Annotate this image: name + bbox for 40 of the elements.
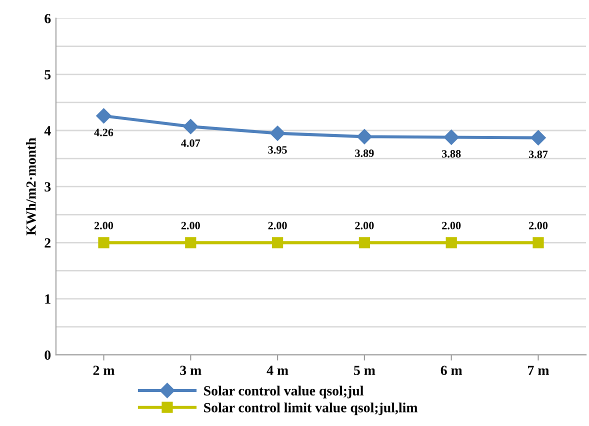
x-tick-label: 4 m — [266, 366, 288, 375]
point — [444, 130, 459, 145]
x-tick-label: 6 m — [440, 366, 462, 376]
data-label: 2.00 — [355, 222, 374, 230]
data-label: 2.00 — [94, 222, 114, 230]
legend-label: Solar control value qsol;jul — [204, 386, 364, 398]
point — [183, 119, 198, 134]
point — [185, 237, 196, 248]
y-tick-label: 5 — [44, 70, 51, 80]
x-tick-label: 5 m — [354, 366, 376, 376]
point — [530, 130, 546, 146]
point — [98, 237, 110, 248]
point — [532, 237, 544, 248]
y-axis-title: KWh/m2·month — [26, 138, 36, 236]
x-tick-label: 7 m — [528, 366, 550, 375]
x-tick-label: 3 m — [180, 366, 202, 376]
y-tick-label: 0 — [44, 350, 51, 360]
point — [358, 237, 370, 248]
y-tick-label: 2 — [44, 238, 50, 248]
y-tick-label: 6 — [44, 14, 51, 24]
point — [356, 129, 372, 144]
legend-label: Solar control limit value qsol;jul,lim — [204, 402, 418, 416]
data-label: 4.26 — [94, 128, 114, 136]
data-label: 3.88 — [442, 150, 461, 158]
x-tick-label: 2 m — [93, 366, 115, 375]
point — [270, 126, 286, 141]
y-tick-label: 1 — [45, 294, 50, 304]
data-label: 3.87 — [528, 150, 548, 158]
point — [446, 237, 457, 248]
data-label: 2.00 — [442, 222, 461, 230]
data-label: 2.00 — [181, 222, 200, 230]
data-label: 2.00 — [529, 222, 548, 230]
data-label: 3.95 — [268, 146, 287, 154]
point — [272, 237, 284, 248]
data-label: 3.89 — [355, 149, 374, 158]
data-label: 2.00 — [268, 222, 287, 230]
y-tick-label: 3 — [44, 182, 51, 192]
data-label: 4.07 — [181, 139, 200, 147]
y-tick-label: 4 — [44, 126, 51, 136]
point — [96, 108, 112, 124]
